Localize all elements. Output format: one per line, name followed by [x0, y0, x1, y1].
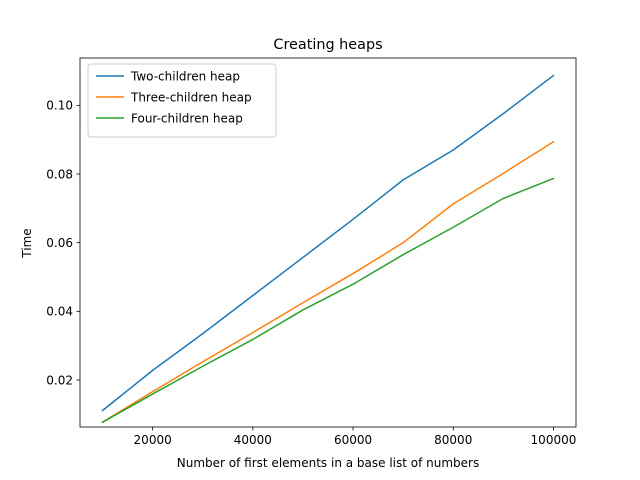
series-line-3	[101, 177, 555, 424]
y-tick-label: 0.04	[46, 305, 73, 319]
y-tick-label: 0.08	[46, 167, 73, 181]
x-axis-label: Number of first elements in a base list …	[177, 456, 479, 470]
y-tick-label: 0.10	[46, 99, 73, 113]
x-tick-label: 40000	[234, 433, 272, 447]
legend-label-3: Four-children heap	[131, 111, 243, 125]
series-line-2	[101, 140, 555, 424]
series-layer	[101, 74, 555, 424]
x-tick-label: 100000	[531, 433, 577, 447]
x-tick-label: 60000	[334, 433, 372, 447]
legend-label-2: Three-children heap	[130, 90, 252, 104]
legend-label-1: Two-children heap	[130, 69, 240, 83]
chart-title: Creating heaps	[273, 37, 382, 53]
legend: Two-children heap Three-children heap Four…	[87, 63, 277, 138]
legend-box	[87, 63, 277, 138]
series-line-1	[101, 74, 555, 412]
y-tick-label: 0.02	[46, 373, 73, 387]
x-tick-label: 20000	[134, 433, 172, 447]
y-axis-label: Time	[20, 228, 34, 258]
axes-layer: 20000 40000 60000 80000 100000 0.02 0.04 0.06 0.…	[46, 57, 577, 447]
x-tick-label: 80000	[434, 433, 472, 447]
y-tick-label: 0.06	[46, 236, 73, 250]
